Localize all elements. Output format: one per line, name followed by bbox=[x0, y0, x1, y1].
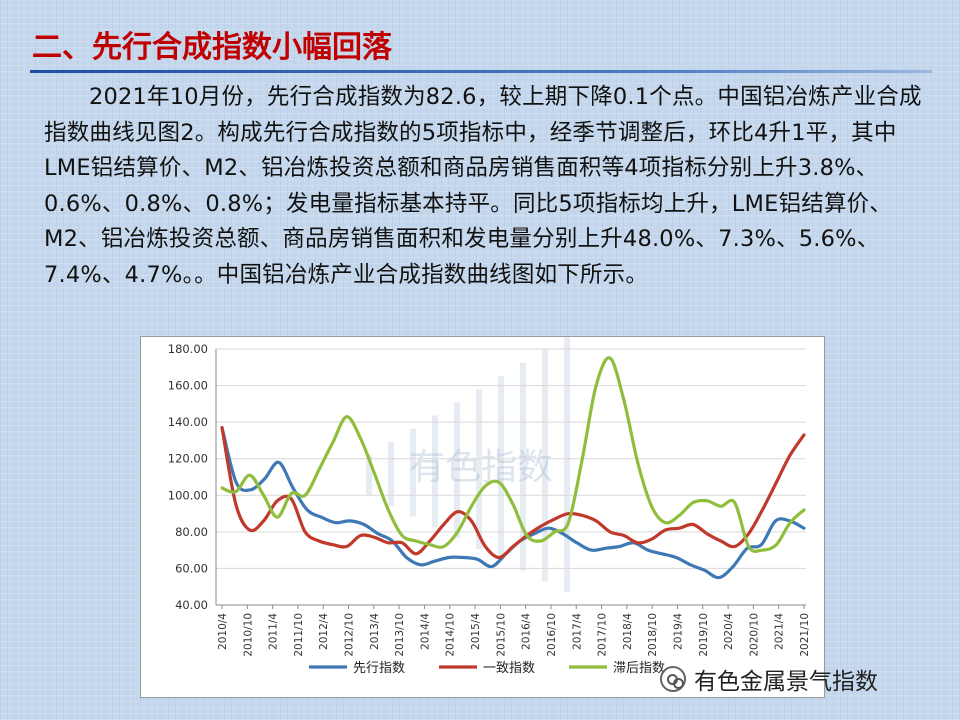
slide-title: 二、先行合成指数小幅回落 bbox=[32, 30, 392, 65]
footer-watermark: 有色金属景气指数 bbox=[660, 664, 878, 695]
x-tick-label: 2019/10 bbox=[698, 613, 710, 657]
watermark-text: 有色指数 bbox=[409, 447, 553, 488]
chart-series bbox=[220, 356, 806, 580]
wechat-icon bbox=[660, 666, 686, 692]
y-tick-label: 140.00 bbox=[168, 415, 208, 429]
legend-label: 滞后指数 bbox=[613, 661, 665, 676]
chart-legend: 先行指数 一致指数 滞后指数 bbox=[309, 661, 665, 676]
legend-label: 一致指数 bbox=[483, 661, 535, 676]
chart-axes: 40.00 60.00 80.00 100.00 120.00 140.00 160.00 1… bbox=[168, 342, 811, 657]
x-tick-label: 2014/4 bbox=[419, 613, 431, 650]
x-tick-label: 2014/10 bbox=[445, 613, 457, 657]
x-tick-label: 2012/4 bbox=[318, 613, 330, 650]
series-line-滞后指数 bbox=[220, 356, 806, 553]
x-tick-label: 2011/4 bbox=[268, 613, 280, 650]
x-tick-label: 2016/10 bbox=[546, 613, 558, 657]
y-tick-label: 40.00 bbox=[175, 598, 208, 612]
series-line-一致指数 bbox=[220, 426, 806, 560]
y-tick-label: 100.00 bbox=[168, 488, 208, 502]
y-tick-label: 120.00 bbox=[168, 452, 208, 466]
x-tick-label: 2016/4 bbox=[521, 613, 533, 650]
watermark-bar bbox=[366, 455, 372, 495]
x-tick-label: 2018/4 bbox=[622, 613, 634, 650]
body-paragraph: 2021年10月份，先行合成指数为82.6，较上期下降0.1个点。中国铝冶炼产业… bbox=[44, 84, 922, 288]
watermark-bar bbox=[476, 389, 482, 549]
x-tick-label: 2019/4 bbox=[672, 613, 684, 650]
x-tick-label: 2020/4 bbox=[723, 613, 735, 650]
x-tick-label: 2020/10 bbox=[748, 613, 760, 657]
watermark-bar bbox=[498, 375, 504, 560]
x-tick-label: 2011/10 bbox=[293, 613, 305, 657]
x-tick-label: 2012/10 bbox=[344, 613, 356, 657]
y-tick-label: 80.00 bbox=[175, 525, 208, 539]
watermark-bar bbox=[432, 415, 438, 528]
x-tick-label: 2015/4 bbox=[470, 613, 482, 650]
x-tick-label: 2021/10 bbox=[799, 613, 811, 657]
y-tick-label: 60.00 bbox=[175, 561, 208, 575]
x-tick-label: 2013/4 bbox=[369, 613, 381, 650]
title-divider bbox=[30, 70, 932, 73]
watermark-bar bbox=[564, 337, 570, 593]
chart-watermark: 有色指数 bbox=[366, 337, 570, 593]
body-paragraph-block: 2021年10月份，先行合成指数为82.6，较上期下降0.1个点。中国铝冶炼产业… bbox=[44, 80, 934, 293]
watermark-bar bbox=[454, 402, 460, 539]
x-tick-label: 2021/4 bbox=[774, 613, 786, 650]
watermark-bar bbox=[410, 428, 416, 517]
x-tick-label: 2010/4 bbox=[217, 613, 229, 650]
composite-index-chart: 有色指数 40.00 60.00 80.00 100.00 120.00 140.00 16… bbox=[140, 336, 825, 698]
y-tick-label: 180.00 bbox=[168, 342, 208, 356]
x-tick-label: 2017/4 bbox=[571, 613, 583, 650]
legend-label: 先行指数 bbox=[353, 661, 405, 676]
chart-svg: 有色指数 40.00 60.00 80.00 100.00 120.00 140.00 16… bbox=[168, 337, 811, 676]
x-tick-label: 2018/10 bbox=[647, 613, 659, 657]
x-tick-label: 2015/10 bbox=[495, 613, 507, 657]
y-tick-label: 160.00 bbox=[168, 379, 208, 393]
watermark-bar bbox=[542, 349, 548, 582]
footer-watermark-text: 有色金属景气指数 bbox=[694, 669, 878, 695]
x-tick-label: 2010/10 bbox=[242, 613, 254, 657]
x-tick-label: 2013/10 bbox=[394, 613, 406, 657]
x-tick-label: 2017/10 bbox=[597, 613, 609, 657]
watermark-bar bbox=[520, 362, 526, 571]
watermark-bar bbox=[388, 441, 394, 506]
